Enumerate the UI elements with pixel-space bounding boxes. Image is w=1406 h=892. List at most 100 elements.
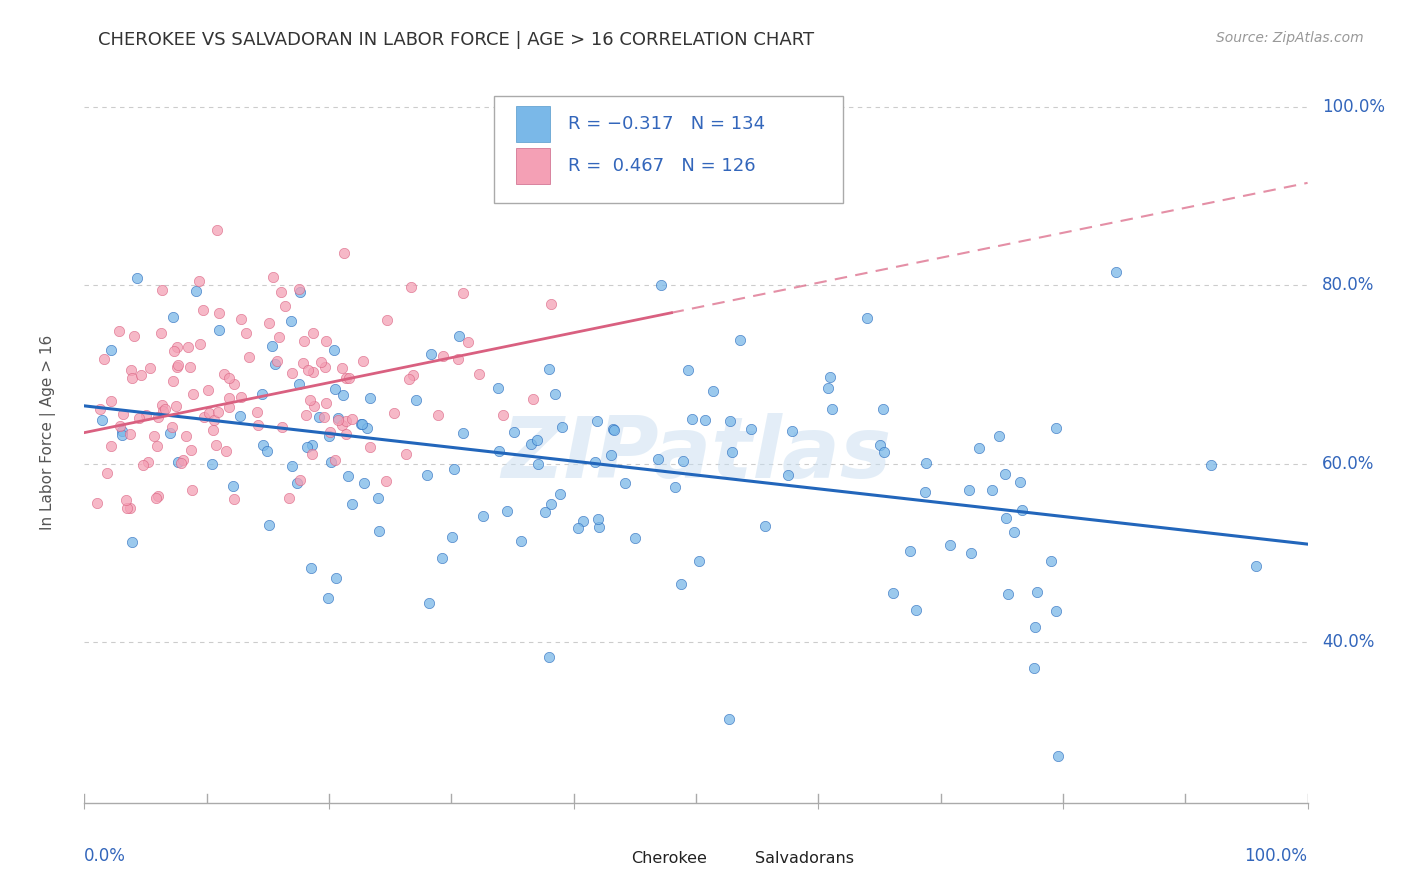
Point — [882, 585, 904, 599]
Point — [132, 458, 155, 473]
Point — [202, 413, 225, 427]
Point — [315, 334, 337, 349]
Point — [120, 363, 142, 377]
Point — [647, 451, 669, 466]
Point — [418, 596, 440, 610]
Point — [352, 417, 374, 431]
Point — [202, 423, 225, 437]
Point — [311, 354, 333, 368]
Point — [432, 349, 454, 363]
Point — [170, 456, 193, 470]
Point — [676, 363, 699, 377]
Point — [262, 339, 284, 353]
Point — [526, 434, 548, 448]
Bar — [516, 148, 550, 184]
Point — [100, 439, 122, 453]
Point — [318, 428, 340, 442]
Point — [188, 274, 211, 288]
Point — [270, 420, 292, 434]
Point — [269, 330, 291, 344]
Point — [235, 326, 257, 341]
Point — [440, 531, 463, 545]
Point — [100, 343, 122, 357]
Point — [1026, 585, 1049, 599]
Point — [443, 461, 465, 475]
Point — [332, 388, 354, 402]
Point — [817, 381, 839, 395]
Point — [121, 371, 143, 385]
Point — [323, 382, 346, 396]
Point — [167, 358, 190, 372]
Point — [266, 354, 288, 368]
Point — [299, 560, 322, 574]
Point — [540, 296, 562, 310]
Point — [257, 517, 280, 532]
Point — [337, 468, 360, 483]
Point — [91, 412, 114, 426]
Point — [177, 340, 200, 354]
Point — [274, 299, 297, 313]
Text: 100.0%: 100.0% — [1322, 98, 1385, 116]
Point — [326, 410, 349, 425]
Point — [215, 443, 238, 458]
Point — [510, 534, 533, 549]
Point — [246, 405, 269, 419]
Point — [150, 398, 173, 412]
Point — [174, 428, 197, 442]
Point — [308, 409, 330, 424]
Point — [112, 407, 135, 421]
Text: 60.0%: 60.0% — [1322, 455, 1375, 473]
Point — [145, 491, 167, 505]
Text: Cherokee: Cherokee — [631, 851, 707, 866]
Point — [872, 445, 894, 459]
Point — [669, 577, 692, 591]
Point — [939, 538, 962, 552]
Point — [136, 455, 159, 469]
Text: In Labor Force | Age > 16: In Labor Force | Age > 16 — [39, 335, 56, 530]
Point — [152, 404, 174, 418]
Point — [586, 414, 609, 428]
Point — [353, 475, 375, 490]
Point — [280, 314, 302, 328]
Point — [914, 456, 936, 470]
Point — [375, 313, 398, 327]
Point — [297, 440, 319, 454]
Point — [212, 368, 235, 382]
Point — [780, 425, 803, 439]
Point — [1045, 604, 1067, 618]
Point — [120, 427, 142, 442]
Point — [297, 362, 319, 376]
Text: 40.0%: 40.0% — [1322, 633, 1375, 651]
Text: R =  0.467   N = 126: R = 0.467 N = 126 — [568, 157, 755, 175]
Point — [122, 328, 145, 343]
Point — [453, 286, 475, 301]
Point — [600, 448, 623, 462]
Text: 0.0%: 0.0% — [84, 847, 127, 865]
Point — [502, 425, 524, 439]
Point — [567, 521, 589, 535]
Point — [399, 280, 422, 294]
Point — [754, 519, 776, 533]
Point — [472, 509, 495, 524]
Point — [191, 303, 214, 318]
Point — [395, 446, 418, 460]
Point — [551, 420, 574, 434]
Point — [89, 401, 111, 416]
Point — [292, 334, 315, 348]
Point — [914, 485, 936, 500]
Point — [488, 444, 510, 458]
Point — [382, 406, 405, 420]
Point — [330, 417, 353, 432]
Point — [316, 591, 339, 605]
Point — [402, 368, 425, 382]
Point — [115, 501, 138, 516]
Point — [522, 392, 544, 406]
Point — [256, 443, 278, 458]
Point — [495, 504, 517, 518]
Point — [278, 491, 301, 505]
Point — [335, 426, 357, 441]
Point — [730, 333, 752, 347]
Point — [238, 351, 260, 365]
Point — [288, 376, 311, 391]
Point — [468, 367, 491, 381]
